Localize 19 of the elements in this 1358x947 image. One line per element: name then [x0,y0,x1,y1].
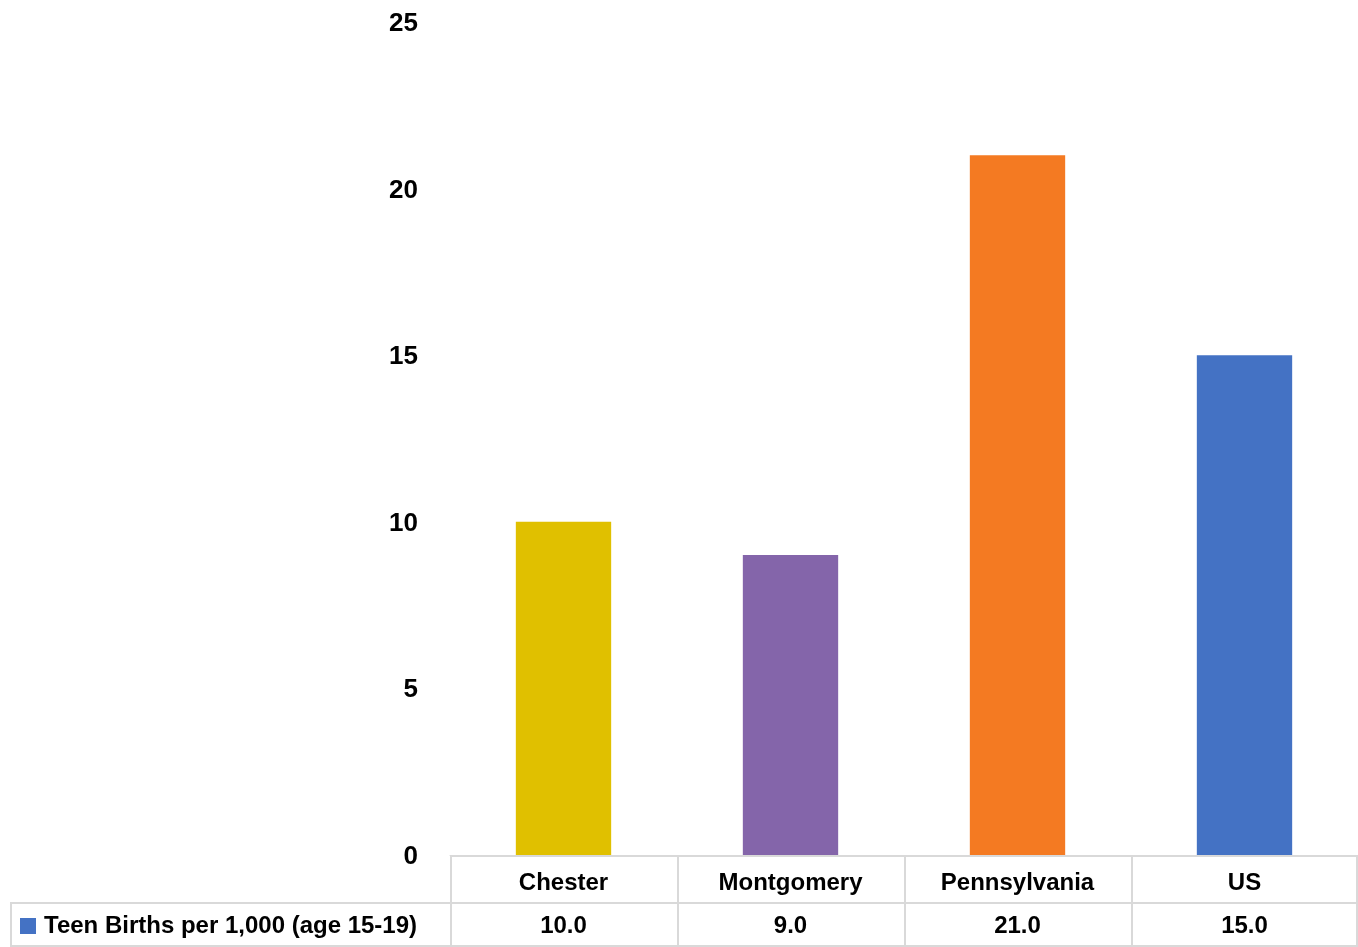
x-tick-label: Chester [518,867,609,895]
y-tick-label: 15 [389,340,418,371]
y-tick-label: 10 [389,506,418,537]
data-label: 10.0 [539,910,588,940]
data-label: 21.0 [993,910,1042,940]
y-tick-label: 20 [389,173,418,204]
y-tick-label: 0 [403,840,418,870]
data-label: 15.0 [1220,910,1269,940]
bar [742,555,839,855]
legend-label: Teen Births per 1,000 (age 15-19) [43,910,418,940]
y-tick-label: 5 [403,673,418,704]
x-tick-label: Pennsylvania [940,867,1095,895]
x-tick-label: US [1227,867,1262,895]
data-label: 9.0 [772,910,809,940]
bar [1196,355,1293,855]
bar [515,521,612,855]
bar [969,155,1066,855]
x-tick-label: Montgomery [718,867,864,895]
y-tick-label: 25 [389,7,418,37]
